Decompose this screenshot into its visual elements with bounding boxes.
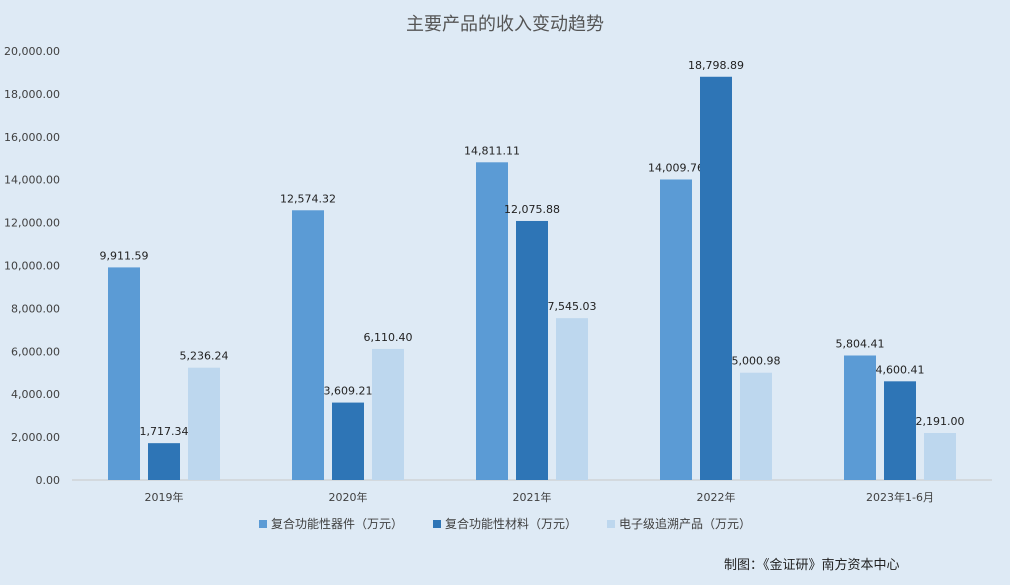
data-label: 2,191.00 [916, 415, 965, 428]
bar [700, 76, 732, 481]
bar [844, 355, 876, 480]
bar [188, 367, 220, 480]
bar [516, 220, 548, 480]
y-tick-label: 2,000.00 [11, 431, 60, 444]
legend-item-material: 复合功能性材料（万元） [432, 515, 577, 532]
legend-item-device: 复合功能性器件（万元） [258, 515, 403, 532]
x-tick-label: 2021年 [513, 490, 552, 504]
y-tick-label: 0.00 [36, 474, 61, 487]
data-label: 9,911.59 [100, 249, 149, 262]
data-label: 12,574.32 [280, 192, 336, 205]
data-label: 4,600.41 [876, 363, 925, 376]
bar [556, 318, 588, 480]
x-tick-label: 2019年 [145, 490, 184, 504]
data-label: 14,811.11 [464, 144, 520, 157]
bar [660, 179, 692, 480]
data-label: 7,545.03 [548, 300, 597, 313]
x-tick-label: 2022年 [697, 490, 736, 504]
data-label: 5,236.24 [180, 350, 229, 363]
bar [476, 162, 508, 480]
bar [884, 381, 916, 480]
y-tick-label: 4,000.00 [11, 388, 60, 401]
legend-label-device: 复合功能性器件（万元） [270, 517, 403, 531]
legend-swatch-material [432, 519, 441, 528]
bar [372, 348, 404, 480]
data-label: 5,000.98 [732, 355, 781, 368]
data-label: 5,804.41 [836, 337, 885, 350]
y-tick-label: 8,000.00 [11, 302, 60, 315]
data-label: 6,110.40 [364, 331, 413, 344]
legend-swatch-trace [607, 519, 615, 528]
y-tick-label: 14,000.00 [4, 174, 60, 187]
data-label: 1,717.34 [140, 425, 189, 438]
legend-label-trace: 电子级追溯产品（万元） [619, 517, 752, 531]
bar [740, 372, 772, 480]
bar [332, 402, 364, 480]
legend-swatch-device [258, 519, 267, 528]
y-tick-label: 18,000.00 [4, 88, 60, 101]
y-tick-label: 16,000.00 [4, 131, 60, 144]
legend: 复合功能性器件（万元） 复合功能性材料（万元） 电子级追溯产品（万元） [0, 515, 1010, 532]
y-tick-label: 10,000.00 [4, 260, 60, 273]
legend-item-trace: 电子级追溯产品（万元） [607, 515, 751, 532]
bar [148, 443, 180, 480]
bar [924, 433, 956, 480]
data-label: 12,075.88 [504, 203, 560, 216]
y-tick-label: 6,000.00 [11, 345, 60, 358]
bar [108, 267, 140, 480]
data-label: 3,609.21 [324, 385, 373, 398]
bar [292, 210, 324, 481]
source-note: 制图：《金证研》南方资本中心 [724, 558, 900, 573]
y-tick-label: 20,000.00 [4, 45, 60, 58]
x-tick-label: 2020年 [329, 490, 368, 504]
y-tick-label: 12,000.00 [4, 217, 60, 230]
legend-label-material: 复合功能性材料（万元） [444, 517, 577, 531]
x-tick-label: 2023年1-6月 [866, 490, 934, 504]
data-label: 18,798.89 [688, 59, 744, 72]
chart-title: 主要产品的收入变动趋势 [406, 14, 604, 35]
data-label: 14,009.76 [648, 161, 704, 174]
